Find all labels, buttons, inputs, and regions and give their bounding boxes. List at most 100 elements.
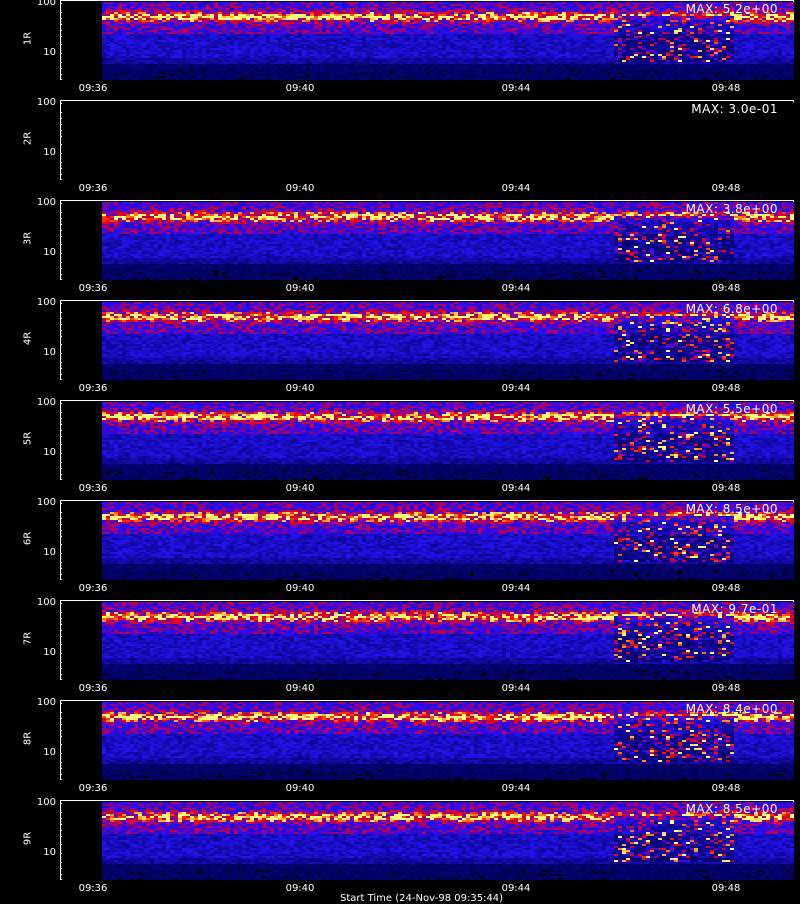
row-label: 9R (22, 831, 34, 846)
y-tick-label: 10 (43, 447, 56, 458)
row-label: 3R (22, 231, 34, 246)
row-label: 8R (22, 731, 34, 746)
x-tick-label: 09:36 (78, 183, 108, 194)
x-tick-label: 09:40 (285, 83, 315, 94)
row-label: 1R (22, 31, 34, 46)
spectrogram-panel-3r: 100 10 09:36 09:40 09:44 09:48 3R MAX: 3.8e+00 (0, 197, 800, 300)
x-tick-label: 09:40 (285, 883, 315, 894)
max-value-label: MAX: 8.5e+00 (685, 802, 778, 816)
x-tick-label: 09:44 (501, 183, 531, 194)
spectrogram-panel-8r: 100 10 09:36 09:40 09:44 09:48 8R MAX: 8.4e+00 (0, 697, 800, 800)
spectrogram-image (62, 502, 794, 580)
spectrogram-panel-7r: 100 10 09:36 09:40 09:44 09:48 7R MAX: 9.7e-01 (0, 597, 800, 700)
x-tick-label: 09:36 (78, 483, 108, 494)
spectrogram-image (62, 302, 794, 380)
y-tick-label: 100 (36, 197, 56, 208)
y-tick-label: 100 (36, 497, 56, 508)
y-tick-label: 100 (36, 797, 56, 808)
x-tick-label: 09:36 (78, 583, 108, 594)
x-tick-label: 09:44 (501, 383, 531, 394)
spectrogram-image (62, 102, 794, 180)
spectrogram-panel-2r: 100 10 09:36 09:40 09:44 09:48 2R MAX: 3.0e-01 (0, 97, 800, 200)
y-tick-label: 10 (43, 647, 56, 658)
y-tick-label: 10 (43, 547, 56, 558)
y-tick-label: 10 (43, 47, 56, 58)
row-label: 5R (22, 431, 34, 446)
plot-area (60, 700, 794, 780)
x-tick-label: 09:40 (285, 583, 315, 594)
x-tick-label: 09:40 (285, 783, 315, 794)
y-tick-label: 10 (43, 147, 56, 158)
x-tick-label: 09:44 (501, 583, 531, 594)
x-tick-label: 09:44 (501, 783, 531, 794)
spectrogram-image (62, 702, 794, 780)
y-tick-label: 100 (36, 697, 56, 708)
plot-area (60, 500, 794, 580)
y-tick-label: 10 (43, 747, 56, 758)
x-axis-caption: Start Time (24-Nov-98 09:35:44) (340, 893, 504, 904)
max-value-label: MAX: 3.0e-01 (691, 102, 778, 116)
y-tick-label: 10 (43, 247, 56, 258)
plot-area (60, 300, 794, 380)
x-tick-label: 09:36 (78, 883, 108, 894)
x-tick-label: 09:36 (78, 383, 108, 394)
x-tick-label: 09:48 (711, 783, 741, 794)
x-tick-label: 09:48 (711, 883, 741, 894)
x-tick-label: 09:44 (501, 83, 531, 94)
row-label: 7R (22, 631, 34, 646)
y-tick-label: 10 (43, 847, 56, 858)
x-tick-label: 09:40 (285, 383, 315, 394)
plot-area (60, 100, 794, 180)
row-label: 4R (22, 331, 34, 346)
x-tick-label: 09:36 (78, 83, 108, 94)
plot-area (60, 600, 794, 680)
max-value-label: MAX: 6.8e+00 (685, 302, 778, 316)
spectrogram-panel-5r: 100 10 09:36 09:40 09:44 09:48 5R MAX: 5.5e+00 (0, 397, 800, 500)
x-tick-label: 09:36 (78, 283, 108, 294)
spectrogram-image (62, 2, 794, 80)
max-value-label: MAX: 9.7e-01 (691, 602, 778, 616)
y-tick-label: 10 (43, 347, 56, 358)
spectrogram-image (62, 202, 794, 280)
x-tick-label: 09:36 (78, 683, 108, 694)
spectrogram-panel-9r: 100 10 09:36 09:40 09:44 09:48 9R MAX: 8.5e+00 (0, 797, 800, 900)
plot-area (60, 200, 794, 280)
row-label: 6R (22, 531, 34, 546)
spectrogram-panel-1r: 100 10 09:36 09:40 09:44 09:48 1R MAX: 5.2e+00 (0, 0, 800, 100)
max-value-label: MAX: 3.8e+00 (685, 202, 778, 216)
y-tick-label: 100 (36, 0, 56, 8)
x-tick-label: 09:48 (711, 83, 741, 94)
row-label: 2R (22, 131, 34, 146)
x-tick-label: 09:40 (285, 183, 315, 194)
spectrogram-image (62, 602, 794, 680)
plot-area (60, 800, 794, 880)
y-tick-label: 100 (36, 397, 56, 408)
max-value-label: MAX: 8.4e+00 (685, 702, 778, 716)
y-tick-label: 100 (36, 597, 56, 608)
spectrogram-image (62, 402, 794, 480)
x-tick-label: 09:40 (285, 283, 315, 294)
max-value-label: MAX: 5.5e+00 (685, 402, 778, 416)
max-value-label: MAX: 5.2e+00 (685, 2, 778, 16)
x-tick-label: 09:40 (285, 683, 315, 694)
y-tick-label: 100 (36, 97, 56, 108)
plot-area (60, 0, 794, 80)
max-value-label: MAX: 8.5e+00 (685, 502, 778, 516)
x-tick-label: 09:44 (501, 683, 531, 694)
x-tick-label: 09:44 (501, 883, 531, 894)
x-tick-label: 09:48 (711, 483, 741, 494)
x-tick-label: 09:44 (501, 283, 531, 294)
x-tick-label: 09:40 (285, 483, 315, 494)
x-tick-label: 09:44 (501, 483, 531, 494)
x-tick-label: 09:48 (711, 683, 741, 694)
x-tick-label: 09:48 (711, 383, 741, 394)
spectrogram-image (62, 802, 794, 880)
x-tick-label: 09:48 (711, 183, 741, 194)
x-tick-label: 09:48 (711, 583, 741, 594)
spectrogram-panel-4r: 100 10 09:36 09:40 09:44 09:48 4R MAX: 6.8e+00 (0, 297, 800, 400)
x-tick-label: 09:36 (78, 783, 108, 794)
x-tick-label: 09:48 (711, 283, 741, 294)
plot-area (60, 400, 794, 480)
y-tick-label: 100 (36, 297, 56, 308)
